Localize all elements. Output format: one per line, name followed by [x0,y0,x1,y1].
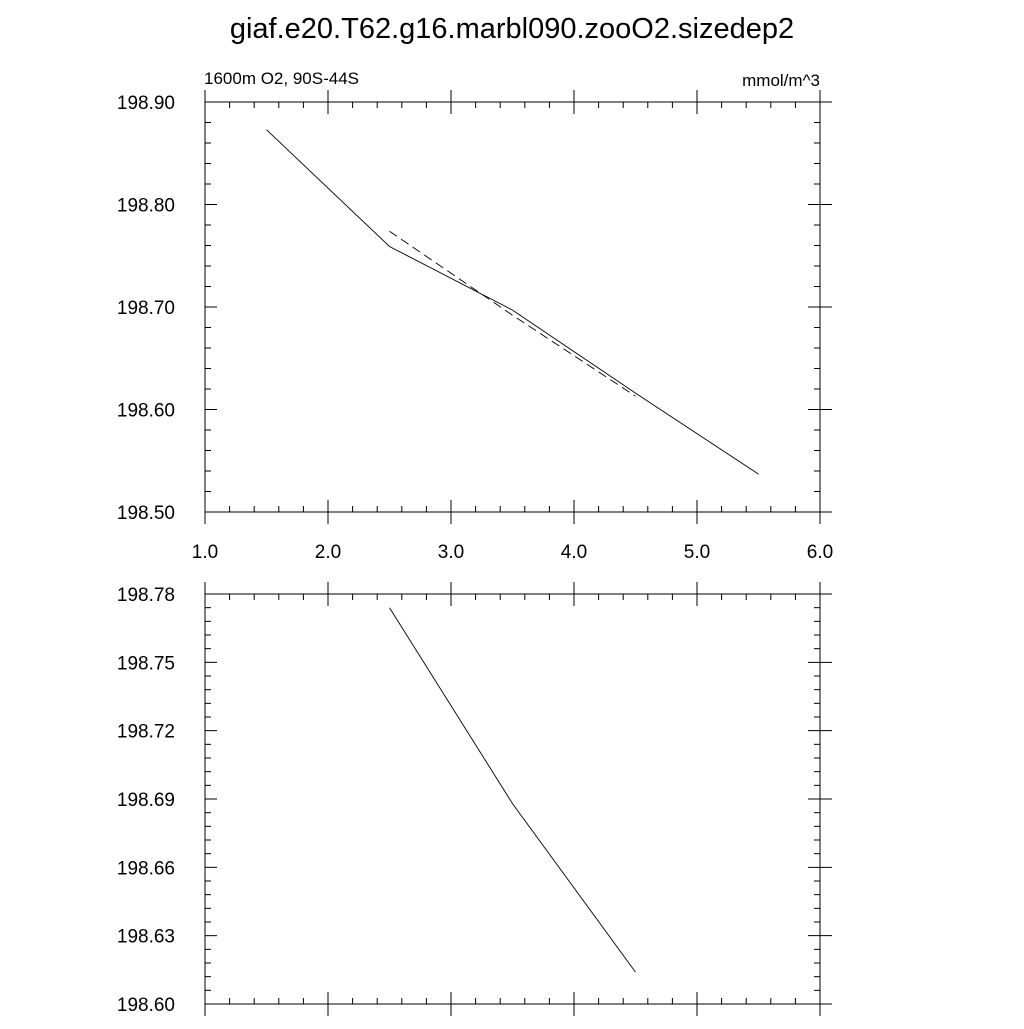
top-panel-plot-frame [204,101,821,513]
x-tick-label: 6.0 [807,542,833,563]
top-panel-subtitle-left: 1600m O2, 90S-44S [204,69,359,88]
y-tick-label: 198.78 [117,585,175,606]
y-tick-label: 198.60 [117,995,175,1016]
y-tick-label: 198.66 [117,858,175,879]
y-tick-label: 198.75 [117,653,175,674]
y-tick-label: 198.50 [117,503,175,524]
y-tick-label: 198.60 [117,401,175,422]
solid-series-line [266,129,759,475]
y-tick-label: 198.72 [117,722,175,743]
x-tick-label: 3.0 [438,542,464,563]
figure-title: giaf.e20.T62.g16.marbl090.zooO2.sizedep2 [230,13,794,45]
y-tick-label: 198.69 [117,790,175,811]
solid-series-line [389,607,636,973]
x-tick-label: 5.0 [684,542,710,563]
y-tick-label: 198.63 [117,927,175,948]
x-tick-label: 4.0 [561,542,587,563]
y-tick-label: 198.90 [117,93,175,114]
top-panel: 1600m O2, 90S-44S mmol/m^3 1.0 2.0 3.0 4.0 5… [117,69,833,563]
x-tick-label: 2.0 [315,542,341,563]
x-tick-label: 1.0 [192,542,218,563]
bottom-panel: 198.60 198.63 198.66 198.69 198.72 198.75 198.… [117,582,832,1016]
y-tick-label: 198.70 [117,298,175,319]
dashed-series-line [389,230,636,397]
bottom-panel-plot-frame [204,593,821,1005]
top-panel-subtitle-right: mmol/m^3 [742,71,820,90]
y-tick-label: 198.80 [117,196,175,217]
